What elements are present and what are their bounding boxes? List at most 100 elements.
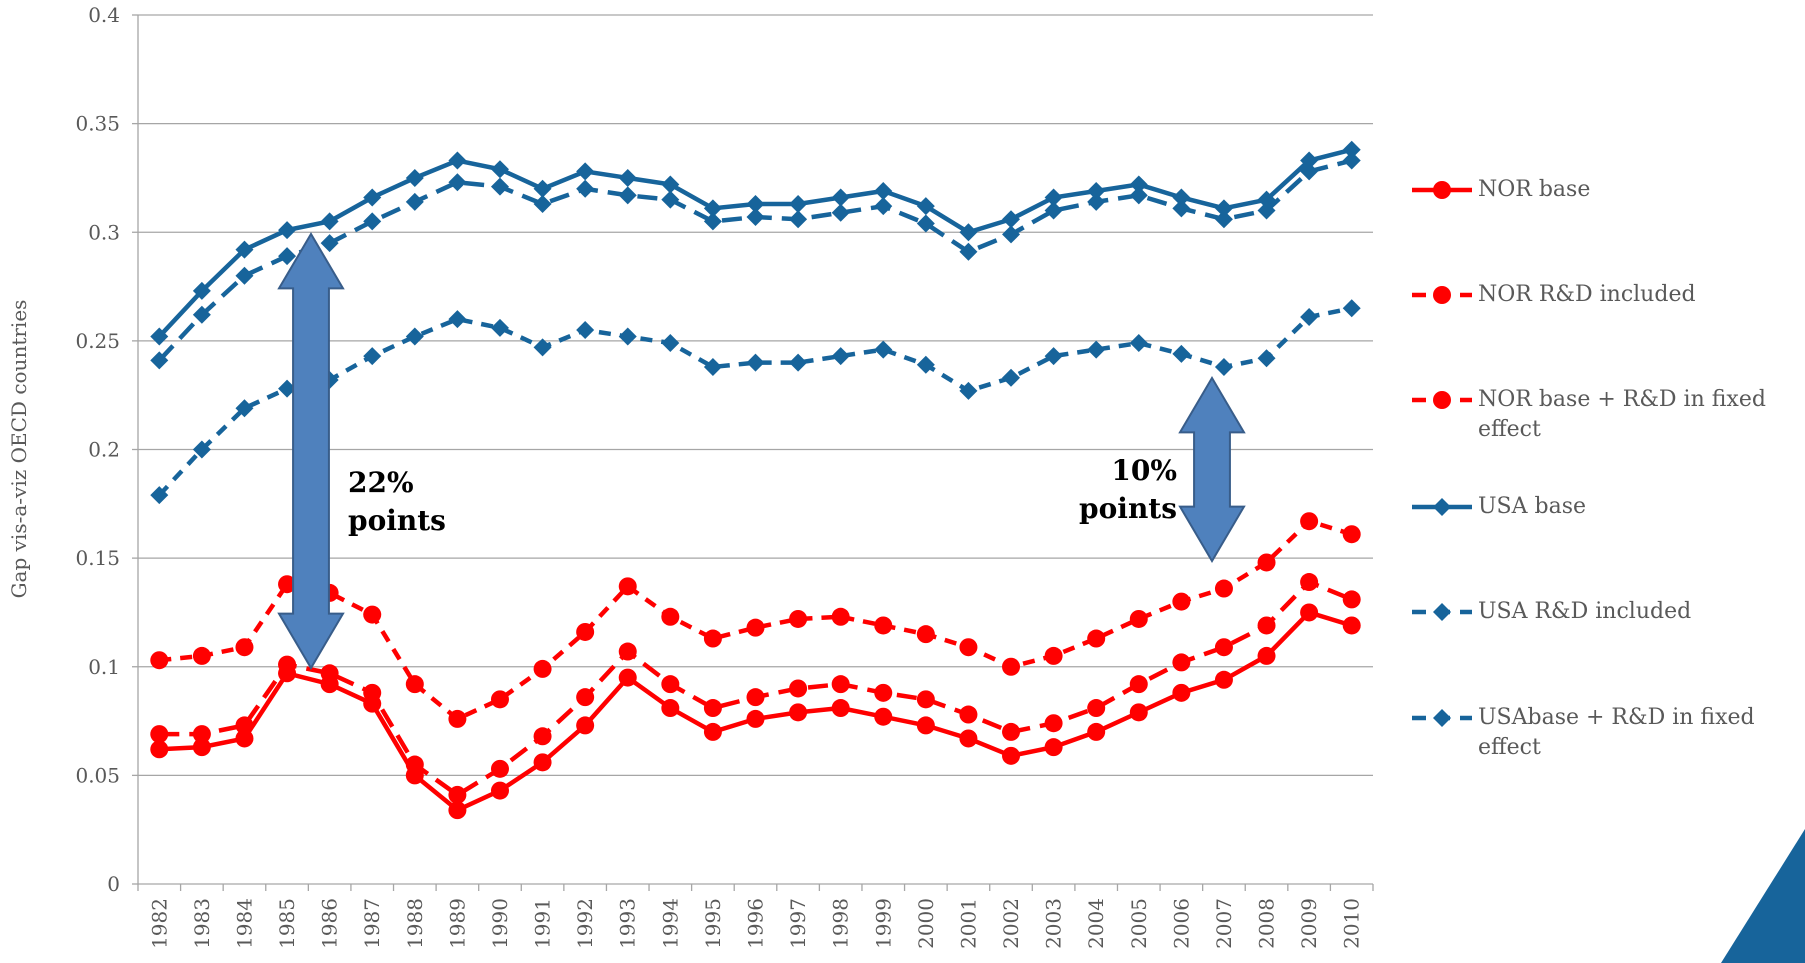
x-tick-label: 2006 [1169,898,1193,949]
point [1172,199,1191,218]
point [789,679,808,698]
point [533,727,552,746]
point [490,781,509,800]
point [320,212,339,231]
point [874,181,893,200]
point [831,347,850,366]
line [159,518,1353,722]
x-tick-label: 2004 [1084,898,1108,949]
x-tick-label: 1998 [829,898,853,949]
point [916,690,935,709]
point [746,709,765,728]
point [916,214,935,233]
x-tick-label: 2007 [1212,898,1236,949]
point [533,195,552,214]
x-tick-label: 1997 [786,898,810,949]
point [1257,616,1276,635]
series [150,573,1361,804]
point [1214,199,1233,218]
point [235,716,254,735]
point [1214,210,1233,229]
point [1300,603,1319,622]
annotation: 22% [348,466,414,499]
point [363,188,382,207]
legend-swatch [1412,603,1472,621]
legend-entry: NOR base + R&D in fixed effect [1410,385,1788,445]
y-tick-label: 0.35 [75,112,120,136]
point [959,705,978,724]
point [1087,340,1106,359]
point [1002,210,1021,229]
point [1044,201,1063,220]
point [703,212,722,231]
point [192,646,211,665]
legend-label: USA base [1478,494,1587,519]
point [959,242,978,261]
point [1172,344,1191,363]
annotation: points [1079,492,1177,525]
point [1002,368,1021,387]
point [1129,175,1148,194]
point [576,179,595,198]
x-tick-label: 1988 [403,898,427,949]
point [1087,629,1106,648]
series [150,603,1361,820]
point [192,440,211,459]
series [150,512,1361,728]
point [831,188,850,207]
point [576,162,595,181]
legend-label: USAbase + R&D in fixed effect [1478,705,1755,760]
point [533,338,552,357]
x-tick-label: 2000 [914,898,938,949]
y-tick-label: 0.05 [75,763,120,787]
point [916,625,935,644]
point [235,240,254,259]
point [1300,512,1319,531]
x-tick-label: 1983 [190,898,214,949]
y-tick-label: 0.25 [75,329,120,353]
point [576,321,595,340]
x-tick-label: 1989 [445,898,469,949]
point [789,353,808,372]
point [703,699,722,718]
x-tick-label: 1990 [488,898,512,949]
point [1129,609,1148,628]
point [490,690,509,709]
point [1342,525,1361,544]
legend-marker [1433,498,1451,516]
legend-entry: NOR R&D included [1410,280,1788,310]
point [1087,699,1106,718]
point [1044,188,1063,207]
point [448,310,467,329]
point [916,197,935,216]
legend-entry: USA base [1410,492,1788,522]
point [703,357,722,376]
point [1300,151,1319,170]
point [1044,714,1063,733]
point [661,675,680,694]
legend-entry: USA R&D included [1410,597,1788,627]
point [576,688,595,707]
point [1342,151,1361,170]
point [533,753,552,772]
point [1214,357,1233,376]
y-tick-label: 0.2 [88,438,120,462]
point [1300,162,1319,181]
point [150,740,169,759]
point [576,622,595,641]
point [1257,349,1276,368]
point [278,379,297,398]
x-tick-label: 1995 [701,898,725,949]
legend-label: NOR base [1478,177,1591,202]
x-tick-label: 1996 [744,898,768,949]
x-tick-label: 2003 [1042,898,1066,949]
x-tick-label: 1999 [871,898,895,949]
point [661,190,680,209]
point [618,668,637,687]
point [1172,188,1191,207]
point [618,186,637,205]
point [1257,646,1276,665]
point [1129,703,1148,722]
point [192,281,211,300]
